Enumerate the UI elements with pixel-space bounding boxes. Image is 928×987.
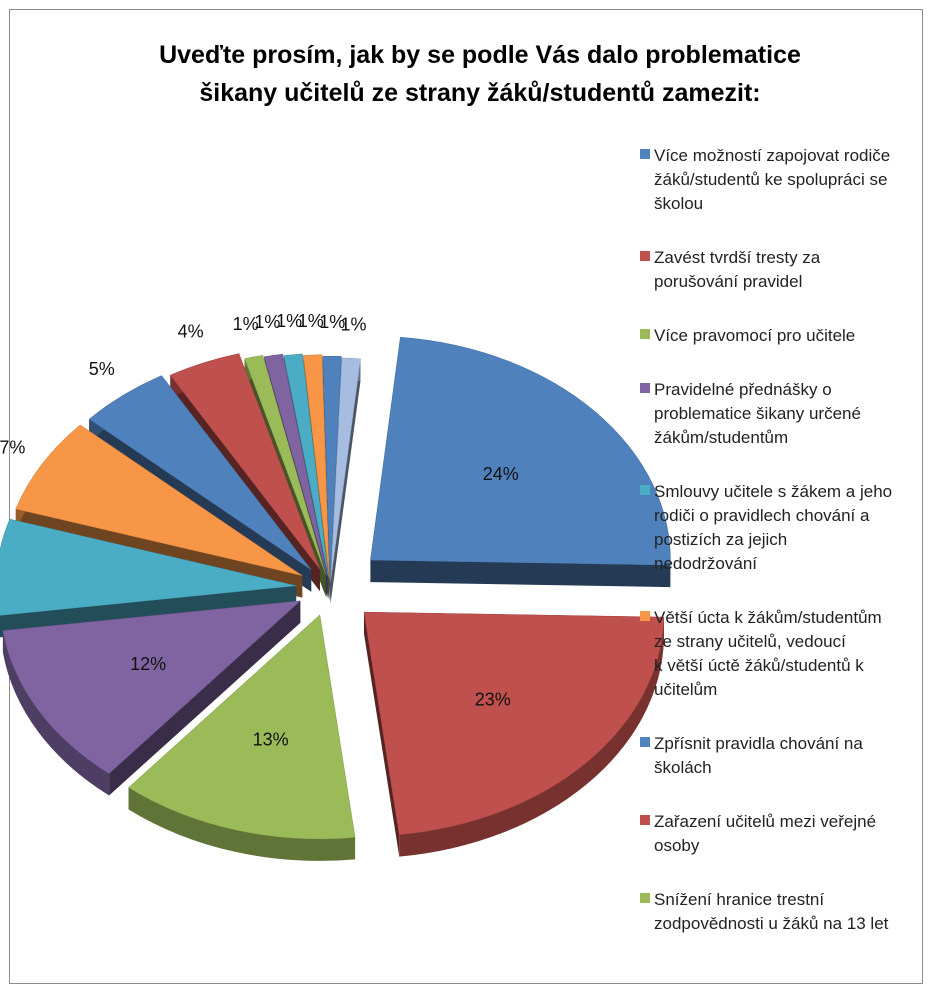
pie-slice [2, 600, 302, 774]
pie-data-label: 13% [253, 730, 289, 750]
pie-data-label: 7% [0, 437, 25, 457]
pie-slice [322, 355, 342, 581]
pie-slice-wall [370, 560, 671, 588]
legend-swatch [640, 485, 650, 495]
pie-slice [263, 353, 328, 576]
pie-data-label: 1% [319, 312, 345, 332]
pie-slice-edge [399, 617, 664, 857]
pie-data-label: 12% [130, 654, 166, 674]
legend-label: Zařazení učitelů mezi veřejné osoby [654, 812, 877, 855]
pie-slice [370, 336, 671, 566]
pie-slice [169, 353, 321, 570]
pie-data-label: 1% [341, 314, 367, 334]
pie-slice [88, 375, 312, 570]
legend-swatch [640, 251, 650, 261]
legend-label: Více pravomocí pro učitele [654, 326, 856, 345]
pie-data-label: 1% [233, 314, 259, 334]
pie-slice-wall [364, 612, 400, 857]
pie-data-labels: 24%23%13%12%7%7%5%4%1%1%1%1%1%1% [0, 311, 519, 750]
pie-slice [0, 518, 297, 616]
chart-title: Uveďte prosím, jak by se podle Vás dalo … [100, 36, 860, 112]
legend-swatch [640, 383, 650, 393]
pie-slice [128, 614, 356, 840]
legend-swatch [640, 611, 650, 621]
pie-slice-wall [109, 600, 301, 796]
pie-slice [363, 611, 665, 835]
legend-swatch [640, 149, 650, 159]
legend-label: Větší úcta k žákům/studentům ze strany uč… [654, 608, 882, 699]
legend-label: Pravidelné přednášky o problematice šikan… [654, 380, 861, 447]
pie-slice-edge [128, 787, 356, 861]
pie-slice-wall [330, 358, 361, 604]
legend-label: Smlouvy učitele s žákem a jeho rodiči o p… [654, 482, 893, 573]
chart-title-line-2: šikany učitelů ze strany žáků/studentů z… [199, 79, 761, 107]
legend-label: Více možností zapojovat rodiče žáků/stude… [654, 146, 891, 213]
pie-data-label: 4% [178, 321, 204, 341]
pie-slice [15, 424, 303, 576]
legend-swatch [640, 737, 650, 747]
pie-data-label: 23% [475, 690, 511, 710]
pie-slice [303, 354, 330, 579]
chart-title-line-1: Uveďte prosím, jak by se podle Vás dalo … [159, 41, 801, 69]
legend-label: Zpřísnit pravidla chování na školách [654, 734, 863, 777]
pie-data-label: 24% [483, 464, 519, 484]
legend-label: Snížení hranice trestní zodpovědnosti u ž… [654, 890, 889, 933]
pie-data-label: 1% [298, 311, 324, 331]
pie-slice [283, 353, 329, 578]
pie-slice [244, 355, 326, 575]
pie-data-label: 1% [276, 311, 302, 331]
legend-label: Zavést tvrdší tresty za porušování pravid… [654, 248, 821, 291]
legend-swatch [640, 893, 650, 903]
pie-slice-tops [0, 336, 671, 840]
pie-data-label: 1% [254, 312, 280, 332]
legend-swatch [640, 815, 650, 825]
pie-data-label: 5% [89, 359, 115, 379]
pie-slice [330, 357, 361, 582]
legend-swatch [640, 329, 650, 339]
pie-slice-edge [2, 630, 110, 796]
